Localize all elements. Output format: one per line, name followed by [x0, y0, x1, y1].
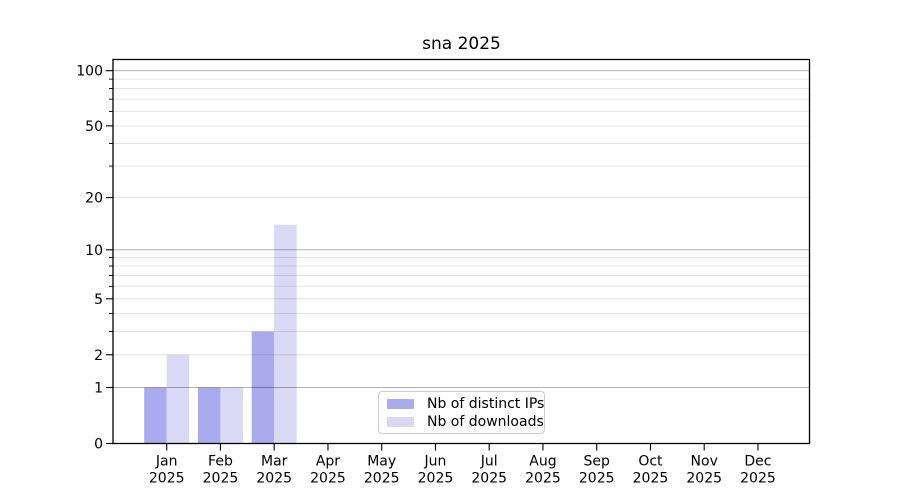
- x-tick-label-month: Feb: [208, 454, 233, 470]
- chart-title: sna 2025: [422, 34, 501, 54]
- y-tick-label: 1: [94, 381, 103, 397]
- bar-distinct-ips-feb: [197, 387, 221, 444]
- x-tick-label-year: 2025: [686, 471, 722, 487]
- legend-swatch-distinct-ips: [387, 398, 414, 409]
- y-tick-label: 10: [85, 243, 103, 259]
- x-tick-label-month: Mar: [261, 454, 288, 470]
- x-tick-label-month: Dec: [744, 454, 771, 470]
- x-tick-label-month: Aug: [529, 454, 556, 470]
- y-tick-label: 2: [94, 348, 103, 364]
- x-tick-label-year: 2025: [149, 471, 185, 487]
- x-tick-label-month: Jul: [480, 454, 498, 470]
- y-tick-label: 20: [85, 191, 103, 207]
- x-tick-label-month: Apr: [316, 454, 340, 470]
- y-tick-label: 50: [85, 119, 103, 135]
- legend-label-downloads: Nb of downloads: [427, 413, 544, 430]
- x-tick-label-year: 2025: [256, 471, 292, 487]
- x-tick-label-year: 2025: [579, 471, 615, 487]
- x-tick-label-year: 2025: [740, 471, 776, 487]
- x-tick-label-year: 2025: [364, 471, 400, 487]
- y-tick-label: 5: [94, 292, 103, 308]
- legend-swatch-downloads: [387, 416, 414, 427]
- x-tick-label-month: Jun: [424, 454, 447, 470]
- bar-downloads-feb: [220, 387, 243, 444]
- x-tick-label-month: Nov: [691, 454, 718, 470]
- x-tick-label-year: 2025: [203, 471, 239, 487]
- plot-border: [112, 58, 811, 445]
- x-tick-label-year: 2025: [310, 471, 346, 487]
- bar-downloads-jan: [166, 354, 190, 444]
- y-tick-label: 0: [94, 437, 103, 453]
- bar-downloads-mar: [274, 224, 297, 444]
- legend-label-distinct-ips: Nb of distinct IPs: [427, 395, 545, 412]
- x-tick-label-month: Sep: [584, 454, 611, 470]
- y-tick-label: 100: [76, 64, 103, 80]
- legend-item-downloads: Nb of downloads: [387, 415, 544, 429]
- x-tick-label-month: Jan: [155, 454, 178, 470]
- x-tick-label-year: 2025: [525, 471, 561, 487]
- x-tick-label-month: Oct: [638, 454, 663, 470]
- bar-distinct-ips-mar: [251, 331, 275, 444]
- x-tick-label-year: 2025: [471, 471, 507, 487]
- x-tick-label-month: May: [367, 454, 396, 470]
- x-tick-label-year: 2025: [633, 471, 669, 487]
- legend: Nb of distinct IPs Nb of downloads: [378, 391, 545, 434]
- bar-distinct-ips-jan: [144, 387, 167, 444]
- x-tick-label-year: 2025: [418, 471, 454, 487]
- legend-item-distinct-ips: Nb of distinct IPs: [387, 397, 544, 411]
